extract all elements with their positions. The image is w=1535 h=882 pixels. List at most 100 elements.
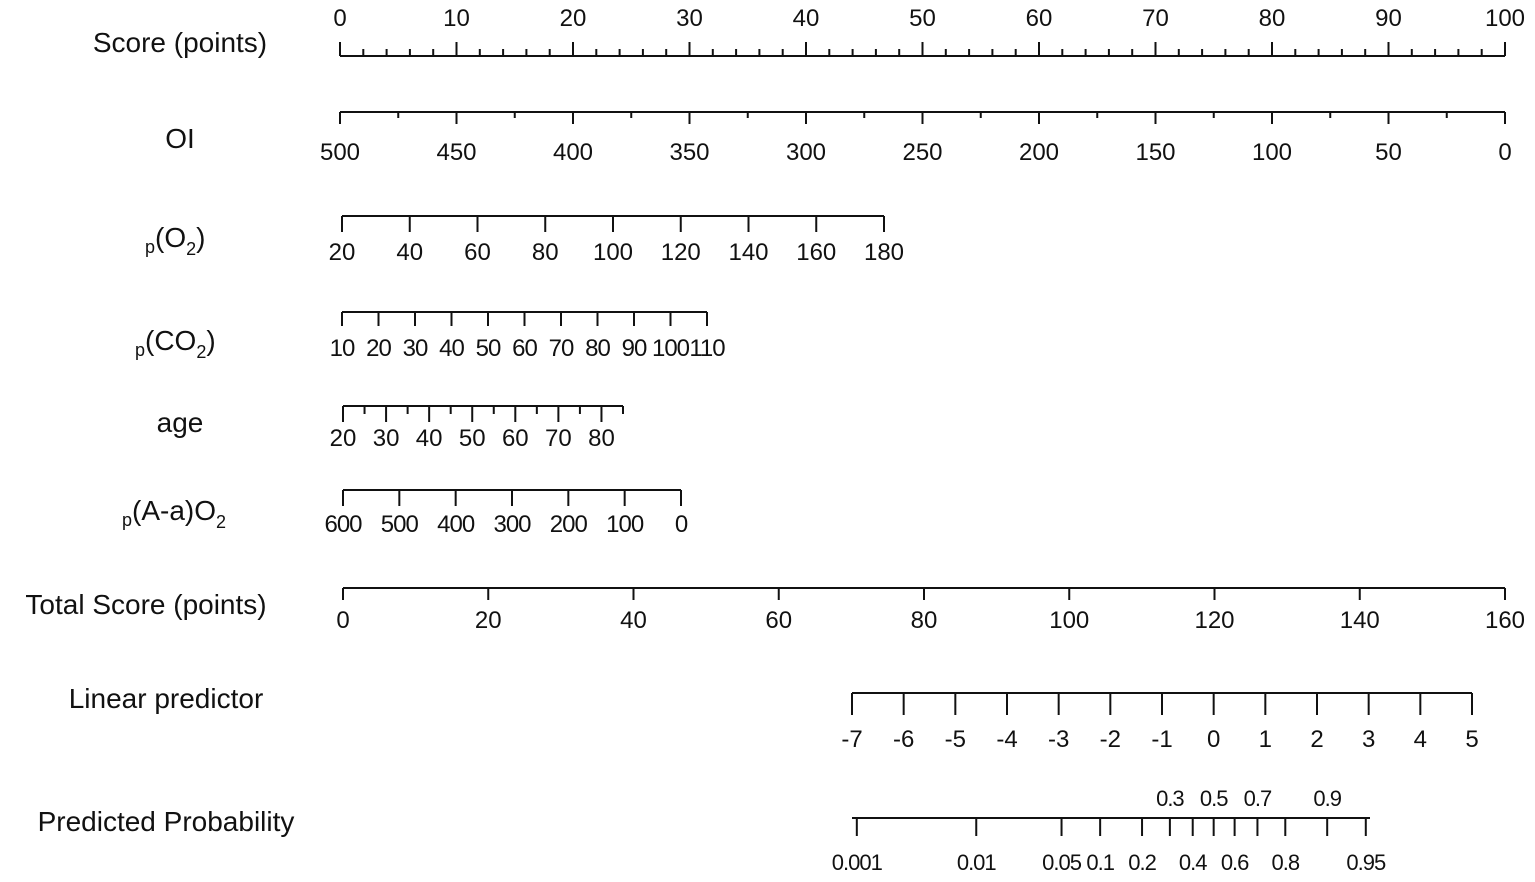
po2-axis: 20 40 60 80 100 120 140 160 180 [329,215,904,266]
pco2-tick-label: 20 [366,335,391,362]
age-axis: 20 30 40 50 60 70 80 [330,405,624,452]
paao2-row-label: p(A-a)O2 [122,495,226,532]
oi-tick-label: 0 [1498,139,1511,166]
oi-tick-label: 50 [1375,139,1402,166]
age-tick-label: 80 [588,425,615,452]
paao2-label-prefix: p [122,510,132,530]
lp-tick-label: -6 [893,726,914,753]
po2-tick-label: 160 [796,239,836,266]
prob-tick-label: 0.5 [1200,786,1228,811]
prob-tick-label: 0.3 [1156,786,1184,811]
pco2-label-prefix: p [135,340,145,360]
age-tick-label: 70 [545,425,572,452]
total-tick-label: 100 [1049,607,1089,634]
prob-tick-label: 0.001 [832,850,883,875]
po2-label-main: (O [155,222,186,253]
po2-label-prefix: p [145,237,155,257]
lp-tick-label: 4 [1414,726,1427,753]
lp-tick-label: -3 [1048,726,1069,753]
prob-tick-label: 0.7 [1244,786,1272,811]
age-tick-label: 50 [459,425,486,452]
prob-tick-label: 0.9 [1313,786,1341,811]
total-row-label: Total Score (points) [25,589,266,620]
total-tick-label: 40 [620,607,647,634]
score-row-label: Score (points) [93,27,267,58]
lp-tick-label: -5 [945,726,966,753]
age-row-label: age [157,407,204,438]
prob-tick-label: 0.1 [1086,850,1114,875]
pco2-tick-label: 100 [652,335,690,362]
pco2-tick-label: 50 [476,335,501,362]
age-tick-label: 20 [330,425,357,452]
prob-axis: 0.001 0.01 0.05 0.1 0.2 0.4 0.6 0.8 0.95 0.3 0.5 0.… [832,786,1387,875]
oi-tick-label: 100 [1252,139,1292,166]
po2-tick-label: 40 [396,239,423,266]
total-tick-label: 140 [1340,607,1380,634]
oi-tick-label: 300 [786,139,826,166]
lp-tick-label: 1 [1259,726,1272,753]
oi-tick-label: 200 [1019,139,1059,166]
pco2-label-end: ) [206,325,215,356]
oi-tick-label: 450 [436,139,476,166]
prob-tick-label: 0.6 [1221,850,1249,875]
pco2-row-label: p(CO2) [135,325,216,362]
lp-tick-label: -4 [996,726,1017,753]
score-tick-label: 20 [560,5,587,32]
po2-tick-label: 140 [728,239,768,266]
prob-row-label: Predicted Probability [38,806,295,837]
total-tick-label: 20 [475,607,502,634]
oi-tick-label: 350 [669,139,709,166]
pco2-tick-label: 40 [439,335,464,362]
po2-label-sub: 2 [186,239,196,259]
paao2-label-sub: 2 [216,512,226,532]
lp-tick-label: -2 [1100,726,1121,753]
total-tick-label: 0 [336,607,349,634]
score-axis: 0 10 20 30 40 50 60 70 80 90 100 [333,5,1525,57]
pco2-tick-label: 110 [689,335,725,362]
po2-tick-label: 20 [329,239,356,266]
score-tick-label: 40 [793,5,820,32]
paao2-tick-label: 500 [381,511,419,538]
paao2-label-main: (A-a)O [132,495,216,526]
lp-tick-label: 5 [1465,726,1478,753]
oi-row-label: OI [165,123,195,154]
total-axis: 0 20 40 60 80 100 120 140 160 [336,587,1525,634]
po2-label-end: ) [196,222,205,253]
score-tick-label: 10 [443,5,470,32]
score-tick-label: 70 [1142,5,1169,32]
total-tick-label: 80 [911,607,938,634]
score-tick-label: 100 [1485,5,1525,32]
oi-tick-label: 500 [320,139,360,166]
score-tick-label: 60 [1026,5,1053,32]
po2-tick-label: 80 [532,239,559,266]
paao2-tick-label: 600 [324,511,362,538]
paao2-tick-label: 100 [606,511,644,538]
po2-row-label: p(O2) [145,222,205,259]
lp-tick-label: -7 [841,726,862,753]
age-tick-label: 30 [373,425,400,452]
pco2-tick-label: 10 [330,335,355,362]
total-tick-label: 60 [765,607,792,634]
lp-row-label: Linear predictor [69,683,264,714]
score-tick-label: 50 [909,5,936,32]
prob-tick-label: 0.01 [957,850,997,875]
prob-tick-label: 0.05 [1042,850,1082,875]
score-tick-label: 80 [1259,5,1286,32]
age-tick-label: 60 [502,425,529,452]
score-tick-label: 90 [1375,5,1402,32]
pco2-axis: 10 20 30 40 50 60 70 80 90 100 110 [330,311,726,362]
oi-axis: 500 450 400 350 300 250 200 150 100 50 0 [320,111,1512,166]
total-tick-label: 160 [1485,607,1525,634]
oi-tick-label: 250 [902,139,942,166]
pco2-tick-label: 60 [512,335,537,362]
po2-tick-label: 60 [464,239,491,266]
paao2-tick-label: 400 [437,511,475,538]
prob-tick-label: 0.2 [1128,850,1156,875]
pco2-label-sub: 2 [196,342,206,362]
pco2-tick-label: 80 [585,335,610,362]
po2-tick-label: 100 [593,239,633,266]
score-tick-label: 0 [333,5,346,32]
pco2-tick-label: 90 [622,335,647,362]
row-labels: Score (points) OI p(O2) p(CO2) age p(A-a… [25,27,294,837]
